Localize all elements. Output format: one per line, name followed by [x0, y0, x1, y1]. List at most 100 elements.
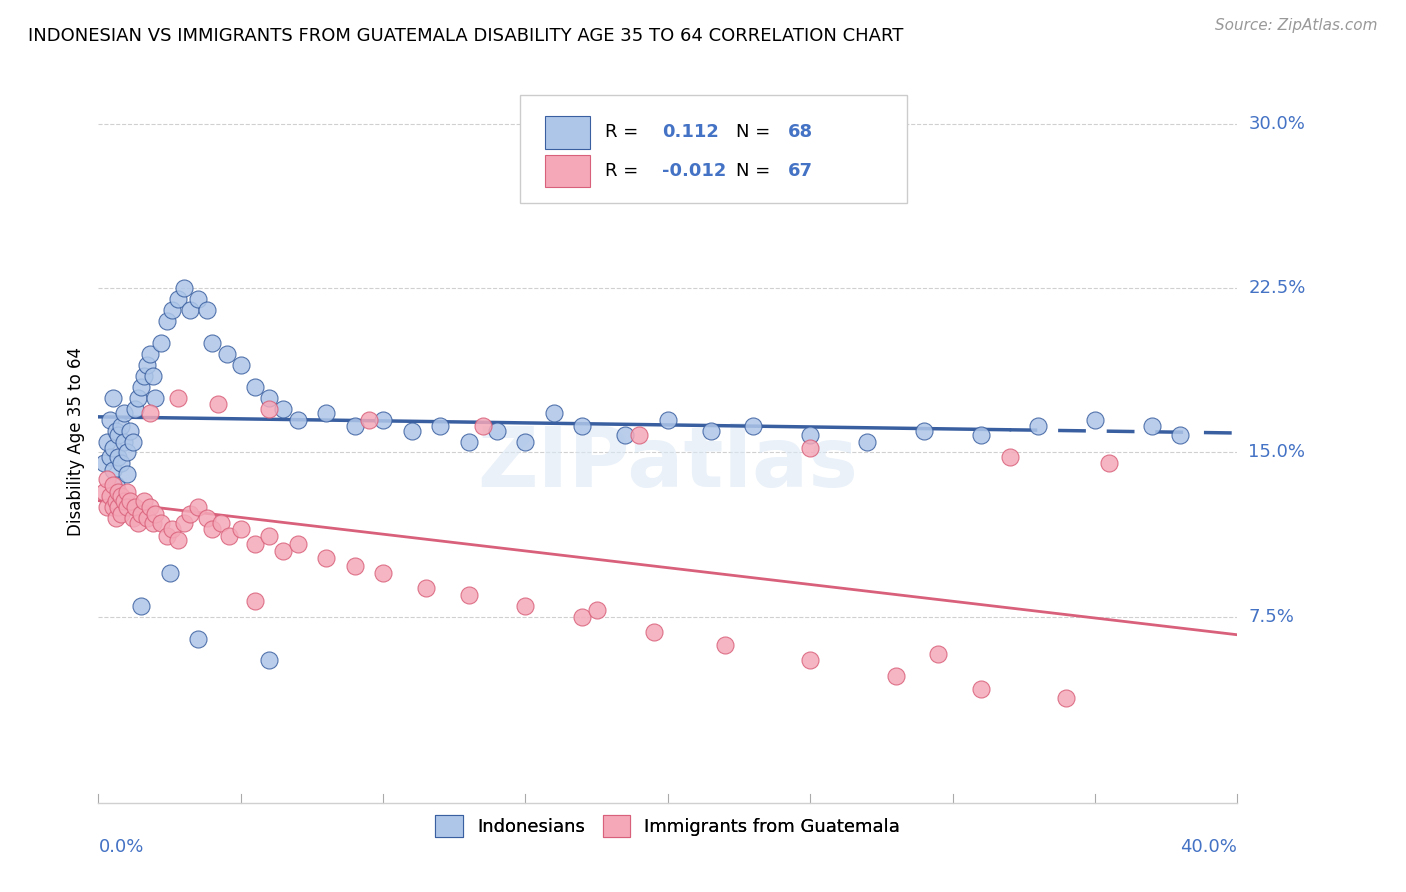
- Point: [132, 493, 155, 508]
- Point: [195, 303, 218, 318]
- Point: [457, 434, 479, 449]
- Point: [162, 522, 184, 536]
- Point: [101, 478, 124, 492]
- Text: 0.112: 0.112: [662, 123, 718, 141]
- Point: [101, 500, 124, 515]
- Point: [201, 522, 224, 536]
- Text: R =: R =: [605, 123, 638, 141]
- Point: [471, 419, 494, 434]
- Point: [195, 511, 218, 525]
- Point: [856, 434, 879, 449]
- Point: [98, 450, 121, 464]
- Point: [98, 489, 121, 503]
- Point: [173, 281, 195, 295]
- Point: [927, 647, 949, 661]
- Point: [543, 406, 565, 420]
- Point: [107, 500, 129, 515]
- Point: [107, 428, 129, 442]
- Point: [187, 292, 209, 306]
- Point: [93, 457, 115, 471]
- FancyBboxPatch shape: [520, 95, 907, 203]
- Point: [884, 669, 907, 683]
- Point: [315, 406, 337, 420]
- Point: [159, 566, 181, 580]
- Legend: Indonesians, Immigrants from Guatemala: Indonesians, Immigrants from Guatemala: [429, 808, 907, 845]
- Point: [101, 441, 124, 455]
- Point: [229, 358, 252, 372]
- Point: [243, 594, 266, 608]
- Point: [124, 500, 146, 515]
- Point: [585, 603, 607, 617]
- Point: [104, 424, 127, 438]
- Point: [714, 638, 737, 652]
- Point: [657, 412, 679, 426]
- Point: [1140, 419, 1163, 434]
- Point: [699, 424, 721, 438]
- Text: INDONESIAN VS IMMIGRANTS FROM GUATEMALA DISABILITY AGE 35 TO 64 CORRELATION CHAR: INDONESIAN VS IMMIGRANTS FROM GUATEMALA …: [28, 27, 904, 45]
- Point: [110, 507, 132, 521]
- Point: [110, 419, 132, 434]
- Point: [104, 478, 127, 492]
- Point: [101, 463, 124, 477]
- Point: [156, 529, 179, 543]
- Point: [357, 412, 380, 426]
- Point: [259, 401, 281, 416]
- Point: [104, 511, 127, 525]
- Point: [138, 347, 160, 361]
- Point: [107, 484, 129, 499]
- Text: 68: 68: [787, 123, 813, 141]
- Point: [138, 500, 160, 515]
- Point: [150, 336, 173, 351]
- Point: [187, 500, 209, 515]
- Point: [259, 391, 281, 405]
- Point: [141, 368, 163, 383]
- Text: 22.5%: 22.5%: [1249, 279, 1306, 297]
- Point: [96, 500, 118, 515]
- Point: [315, 550, 337, 565]
- Text: R =: R =: [605, 161, 638, 179]
- Point: [96, 472, 118, 486]
- Text: N =: N =: [737, 161, 770, 179]
- Text: ZIPatlas: ZIPatlas: [478, 423, 858, 504]
- Text: 67: 67: [787, 161, 813, 179]
- Point: [98, 412, 121, 426]
- Point: [486, 424, 509, 438]
- Point: [373, 566, 395, 580]
- Point: [112, 406, 135, 420]
- Point: [1170, 428, 1192, 442]
- Text: 7.5%: 7.5%: [1249, 607, 1295, 625]
- Point: [101, 391, 124, 405]
- Point: [104, 493, 127, 508]
- Point: [129, 507, 152, 521]
- Point: [571, 609, 593, 624]
- Point: [207, 397, 229, 411]
- Point: [259, 653, 281, 667]
- Point: [115, 500, 138, 515]
- Text: 0.0%: 0.0%: [98, 838, 143, 855]
- Point: [132, 368, 155, 383]
- Point: [118, 493, 141, 508]
- Point: [167, 391, 190, 405]
- Point: [401, 424, 423, 438]
- Point: [179, 303, 201, 318]
- Point: [167, 533, 190, 547]
- Point: [229, 522, 252, 536]
- Point: [215, 347, 238, 361]
- Point: [173, 516, 195, 530]
- Point: [115, 467, 138, 482]
- Point: [515, 434, 537, 449]
- Point: [742, 419, 765, 434]
- Point: [150, 516, 173, 530]
- Point: [243, 380, 266, 394]
- Point: [243, 537, 266, 551]
- Point: [343, 559, 366, 574]
- Point: [129, 599, 152, 613]
- Text: 30.0%: 30.0%: [1249, 115, 1305, 133]
- Point: [287, 537, 309, 551]
- Point: [145, 507, 167, 521]
- Point: [110, 457, 132, 471]
- Text: 40.0%: 40.0%: [1181, 838, 1237, 855]
- Point: [1098, 457, 1121, 471]
- Point: [218, 529, 240, 543]
- Text: -0.012: -0.012: [662, 161, 727, 179]
